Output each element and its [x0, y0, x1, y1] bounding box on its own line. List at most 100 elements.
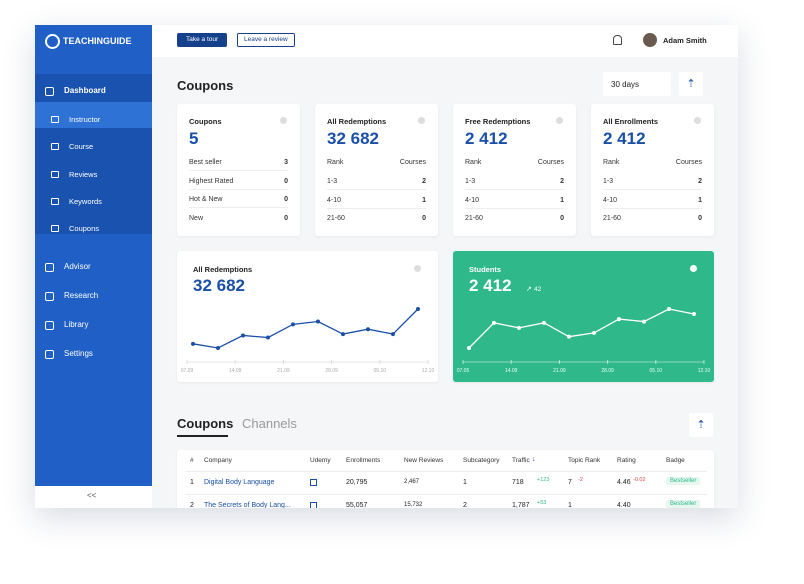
user-name[interactable]: Adam Smith [663, 36, 707, 45]
range-label: 30 days [611, 80, 640, 89]
card-value: 2 412 [465, 129, 508, 148]
divider [465, 207, 564, 209]
x-label: 28.09 [325, 368, 338, 374]
cell-num: 1 [190, 479, 194, 486]
info-icon [694, 117, 701, 124]
tab[interactable]: Coupons [177, 416, 234, 431]
collapse[interactable]: << [87, 491, 97, 500]
point [266, 335, 270, 340]
submenu-item[interactable]: Coupons [69, 224, 100, 234]
submenu-icon [51, 197, 59, 205]
column-header: Badge [666, 457, 685, 464]
chart-value: 32 682 [193, 276, 245, 295]
column-header: Rating [617, 457, 636, 464]
info-icon [690, 265, 697, 272]
line-chart: 07.05 14.09 21.09 28.09 05.10 12.10 [457, 307, 710, 374]
menu-item[interactable]: Advisor [64, 262, 91, 272]
column-header: # [190, 457, 194, 464]
chart-title: All Redemptions [193, 265, 253, 274]
tour-button[interactable]: Take a tour [177, 33, 228, 47]
point [216, 346, 220, 350]
col-head: Courses [399, 159, 426, 166]
export-button[interactable]: ⇡ [679, 72, 703, 96]
row-value: 3 [284, 159, 288, 166]
submenu-item[interactable]: Reviews [69, 169, 98, 179]
submenu-item[interactable]: Course [69, 142, 94, 152]
x-label: 21.09 [277, 368, 290, 374]
divider [603, 207, 702, 209]
point [291, 322, 295, 327]
menu-icon [45, 87, 54, 96]
divider [327, 207, 426, 209]
info-icon [414, 265, 421, 272]
stat-card [315, 104, 438, 236]
dashboard-group [35, 74, 152, 234]
row-label: 1-3 [465, 178, 476, 185]
point [316, 319, 320, 324]
review-button[interactable]: Leave a review [237, 33, 295, 47]
column-header: Traffic [512, 457, 530, 464]
row-value: 1 [422, 196, 426, 204]
menu-item[interactable]: Settings [64, 349, 93, 359]
point [241, 333, 245, 338]
row-label: 21-60 [327, 215, 345, 222]
row-value: 0 [560, 215, 564, 222]
cell-traffic: 718 [512, 479, 524, 486]
change-arrow: ↗ [526, 286, 532, 293]
row-value: 0 [284, 177, 288, 185]
row-value: 0 [422, 215, 426, 222]
info-icon [556, 117, 563, 124]
menu-item[interactable]: Research [64, 291, 99, 301]
menu-item[interactable]: Dashboard [64, 86, 106, 95]
row-label: New [189, 214, 204, 222]
chart-change: 42 [534, 286, 542, 293]
chart-value: 2 412 [469, 276, 512, 295]
cell-rank: 7 [568, 479, 572, 486]
row-label: 4-10 [465, 196, 480, 204]
cell-traffic_change: +123 [537, 477, 550, 483]
table [177, 450, 714, 508]
cell-company[interactable]: Digital Body Language [204, 479, 275, 486]
cell-traffic_change: +53 [537, 500, 547, 506]
range-select[interactable] [603, 72, 671, 96]
submenu-icon [51, 170, 59, 178]
col-head: Rank [327, 159, 344, 166]
col-head: Rank [465, 159, 482, 166]
export-button[interactable]: ⇡ [689, 413, 713, 437]
cell-company[interactable]: The Secrets of Body Lang... [204, 502, 291, 508]
point [667, 307, 671, 311]
udemy-link[interactable] [310, 502, 317, 508]
point [416, 307, 420, 311]
x-label: 21.09 [553, 368, 566, 374]
row-label: 4-10 [327, 196, 342, 204]
menu-item[interactable]: Library [64, 320, 89, 330]
x-label: 14.09 [505, 368, 518, 374]
point [642, 319, 646, 324]
tab[interactable]: Channels [242, 416, 297, 431]
menu-icon [45, 263, 54, 273]
cell-reviews: 15,732 [404, 502, 423, 508]
submenu-item[interactable]: Keywords [69, 196, 102, 206]
logo: TEACHINGUIDE [63, 36, 132, 46]
cell-reviews: 2,467 [404, 479, 420, 485]
badge: Bestseller [666, 477, 701, 485]
bell-icon[interactable] [613, 35, 622, 45]
divider [189, 170, 288, 171]
active-item [35, 102, 152, 128]
point [391, 332, 395, 337]
line-chart: 07.09 14.09 21.09 28.09 05.10 12.10 [181, 307, 434, 374]
menu-icon [45, 321, 54, 331]
udemy-link[interactable] [310, 479, 317, 486]
card-title: Free Redemptions [465, 117, 531, 126]
stat-card [591, 104, 714, 236]
point [617, 317, 621, 322]
info-icon [418, 117, 425, 124]
divider [465, 189, 564, 190]
column-header: Enrollments [346, 457, 381, 464]
submenu-item[interactable]: Instructor [69, 115, 101, 124]
row-label: Highest Rated [189, 177, 234, 185]
cell-rank: 1 [568, 502, 572, 508]
x-label: 14.09 [229, 368, 242, 374]
avatar[interactable] [643, 33, 657, 47]
